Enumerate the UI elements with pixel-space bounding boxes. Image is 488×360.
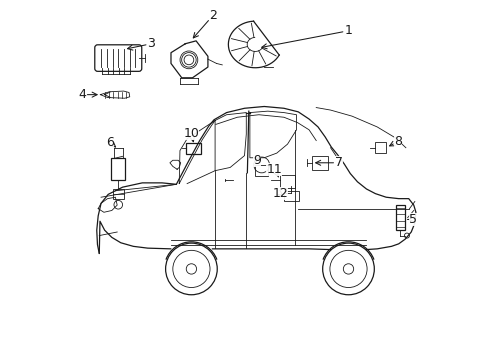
Bar <box>311 156 327 170</box>
Text: 7: 7 <box>315 156 342 169</box>
Text: 3: 3 <box>127 37 155 50</box>
Text: 8: 8 <box>389 135 402 148</box>
FancyBboxPatch shape <box>95 45 142 71</box>
Text: 12: 12 <box>272 187 287 200</box>
Bar <box>112 189 124 199</box>
Bar <box>395 205 404 230</box>
Bar <box>375 142 386 153</box>
Bar <box>111 158 125 180</box>
Text: 9: 9 <box>252 154 260 167</box>
Bar <box>185 143 201 154</box>
Text: 2: 2 <box>193 9 217 38</box>
Text: 5: 5 <box>407 213 417 226</box>
Text: 10: 10 <box>183 127 199 142</box>
Text: 1: 1 <box>261 24 351 49</box>
Text: 6: 6 <box>106 136 115 149</box>
Text: 11: 11 <box>266 163 282 177</box>
Bar <box>283 191 298 201</box>
Bar <box>280 175 294 188</box>
Bar <box>255 165 267 176</box>
Text: 4: 4 <box>78 88 97 101</box>
